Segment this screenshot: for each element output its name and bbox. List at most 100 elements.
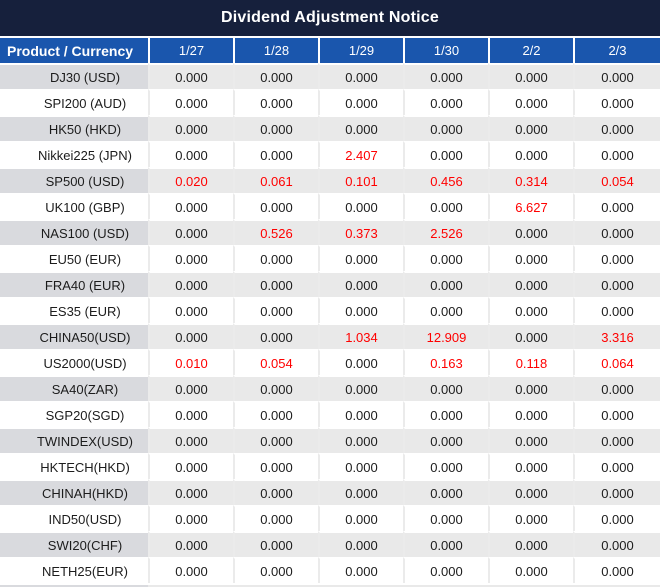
value-cell: 0.000 bbox=[488, 453, 573, 479]
value-cell: 0.163 bbox=[403, 349, 488, 375]
value-cell: 0.000 bbox=[233, 271, 318, 297]
value-cell: 0.000 bbox=[318, 479, 403, 505]
value-cell: 0.000 bbox=[318, 427, 403, 453]
product-cell: NETH25(EUR) bbox=[0, 557, 148, 583]
table-row: DJ30 (USD) 0.000 0.000 0.000 0.000 0.000 0.000 bbox=[0, 63, 660, 89]
table-row: SA40(ZAR) 0.000 0.000 0.000 0.000 0.000 0.000 bbox=[0, 375, 660, 401]
value-cell: 0.000 bbox=[318, 297, 403, 323]
value-cell: 0.000 bbox=[148, 479, 233, 505]
product-cell: SP500 (USD) bbox=[0, 167, 148, 193]
value-cell: 0.000 bbox=[318, 531, 403, 557]
product-cell: SA40(ZAR) bbox=[0, 375, 148, 401]
table-row: FRA40 (EUR) 0.000 0.000 0.000 0.000 0.000 0.00… bbox=[0, 271, 660, 297]
value-cell: 0.000 bbox=[488, 245, 573, 271]
table-row: NAS100 (USD) 0.000 0.526 0.373 2.526 0.000 0.0… bbox=[0, 219, 660, 245]
value-cell: 0.000 bbox=[403, 63, 488, 89]
column-header-product: Product / Currency bbox=[0, 38, 148, 63]
table-row: UK100 (GBP) 0.000 0.000 0.000 0.000 6.627 0.00… bbox=[0, 193, 660, 219]
value-cell: 0.000 bbox=[573, 115, 660, 141]
column-header-date: 1/28 bbox=[233, 38, 318, 63]
value-cell: 0.000 bbox=[318, 453, 403, 479]
value-cell: 0.000 bbox=[573, 193, 660, 219]
value-cell: 0.000 bbox=[318, 505, 403, 531]
value-cell: 2.526 bbox=[403, 219, 488, 245]
value-cell: 0.118 bbox=[488, 349, 573, 375]
value-cell: 0.000 bbox=[233, 115, 318, 141]
value-cell: 0.000 bbox=[233, 193, 318, 219]
value-cell: 0.000 bbox=[573, 297, 660, 323]
table-row: TWINDEX(USD) 0.000 0.000 0.000 0.000 0.000 0.0… bbox=[0, 427, 660, 453]
value-cell: 0.000 bbox=[233, 505, 318, 531]
value-cell: 0.000 bbox=[233, 427, 318, 453]
value-cell: 0.000 bbox=[233, 453, 318, 479]
value-cell: 0.000 bbox=[318, 349, 403, 375]
value-cell: 0.000 bbox=[148, 63, 233, 89]
value-cell: 0.000 bbox=[318, 557, 403, 583]
value-cell: 0.000 bbox=[148, 219, 233, 245]
table-row: HKTECH(HKD) 0.000 0.000 0.000 0.000 0.000 0.00… bbox=[0, 453, 660, 479]
column-header-date: 2/3 bbox=[573, 38, 660, 63]
table-row: Nikkei225 (JPN) 0.000 0.000 2.407 0.000 0.000… bbox=[0, 141, 660, 167]
value-cell: 0.000 bbox=[573, 219, 660, 245]
value-cell: 0.000 bbox=[488, 401, 573, 427]
value-cell: 0.000 bbox=[573, 427, 660, 453]
value-cell: 0.000 bbox=[403, 505, 488, 531]
value-cell: 0.000 bbox=[488, 219, 573, 245]
product-cell: DJ30 (USD) bbox=[0, 63, 148, 89]
table-row: HK50 (HKD) 0.000 0.000 0.000 0.000 0.000 0.000 bbox=[0, 115, 660, 141]
value-cell: 0.000 bbox=[403, 453, 488, 479]
value-cell: 0.000 bbox=[488, 375, 573, 401]
value-cell: 0.000 bbox=[403, 479, 488, 505]
product-cell: SWI20(CHF) bbox=[0, 531, 148, 557]
value-cell: 3.316 bbox=[573, 323, 660, 349]
value-cell: 0.000 bbox=[233, 375, 318, 401]
value-cell: 0.061 bbox=[233, 167, 318, 193]
value-cell: 0.000 bbox=[148, 401, 233, 427]
dividend-table: Product / Currency 1/27 1/28 1/29 1/30 2/2 2/… bbox=[0, 38, 660, 583]
value-cell: 0.101 bbox=[318, 167, 403, 193]
value-cell: 0.000 bbox=[488, 323, 573, 349]
value-cell: 0.000 bbox=[573, 89, 660, 115]
value-cell: 0.000 bbox=[403, 89, 488, 115]
value-cell: 0.000 bbox=[233, 557, 318, 583]
value-cell: 0.054 bbox=[233, 349, 318, 375]
value-cell: 0.000 bbox=[148, 323, 233, 349]
value-cell: 0.000 bbox=[148, 193, 233, 219]
value-cell: 0.000 bbox=[148, 89, 233, 115]
value-cell: 0.000 bbox=[233, 63, 318, 89]
table-row: NETH25(EUR) 0.000 0.000 0.000 0.000 0.000 0.00… bbox=[0, 557, 660, 583]
value-cell: 0.000 bbox=[148, 531, 233, 557]
value-cell: 0.000 bbox=[233, 297, 318, 323]
value-cell: 0.064 bbox=[573, 349, 660, 375]
product-cell: IND50(USD) bbox=[0, 505, 148, 531]
value-cell: 0.000 bbox=[148, 453, 233, 479]
table-row: SP500 (USD) 0.020 0.061 0.101 0.456 0.314 0.05… bbox=[0, 167, 660, 193]
table-row: SPI200 (AUD) 0.000 0.000 0.000 0.000 0.000 0.0… bbox=[0, 89, 660, 115]
value-cell: 0.000 bbox=[488, 557, 573, 583]
product-cell: SPI200 (AUD) bbox=[0, 89, 148, 115]
value-cell: 0.373 bbox=[318, 219, 403, 245]
table-row: US2000(USD) 0.010 0.054 0.000 0.163 0.118 0.06… bbox=[0, 349, 660, 375]
value-cell: 0.000 bbox=[403, 245, 488, 271]
value-cell: 0.526 bbox=[233, 219, 318, 245]
table-row: CHINA50(USD) 0.000 0.000 1.034 12.909 0.000 3.… bbox=[0, 323, 660, 349]
value-cell: 2.407 bbox=[318, 141, 403, 167]
value-cell: 0.000 bbox=[318, 245, 403, 271]
value-cell: 0.000 bbox=[573, 479, 660, 505]
product-cell: SGP20(SGD) bbox=[0, 401, 148, 427]
value-cell: 0.020 bbox=[148, 167, 233, 193]
product-cell: NAS100 (USD) bbox=[0, 219, 148, 245]
value-cell: 0.000 bbox=[148, 297, 233, 323]
value-cell: 0.000 bbox=[233, 323, 318, 349]
page-title: Dividend Adjustment Notice bbox=[221, 9, 439, 26]
value-cell: 0.000 bbox=[233, 141, 318, 167]
product-cell: EU50 (EUR) bbox=[0, 245, 148, 271]
value-cell: 0.000 bbox=[488, 297, 573, 323]
value-cell: 0.000 bbox=[148, 245, 233, 271]
value-cell: 1.034 bbox=[318, 323, 403, 349]
value-cell: 0.000 bbox=[318, 271, 403, 297]
value-cell: 0.000 bbox=[403, 427, 488, 453]
value-cell: 0.000 bbox=[488, 531, 573, 557]
value-cell: 0.000 bbox=[148, 271, 233, 297]
